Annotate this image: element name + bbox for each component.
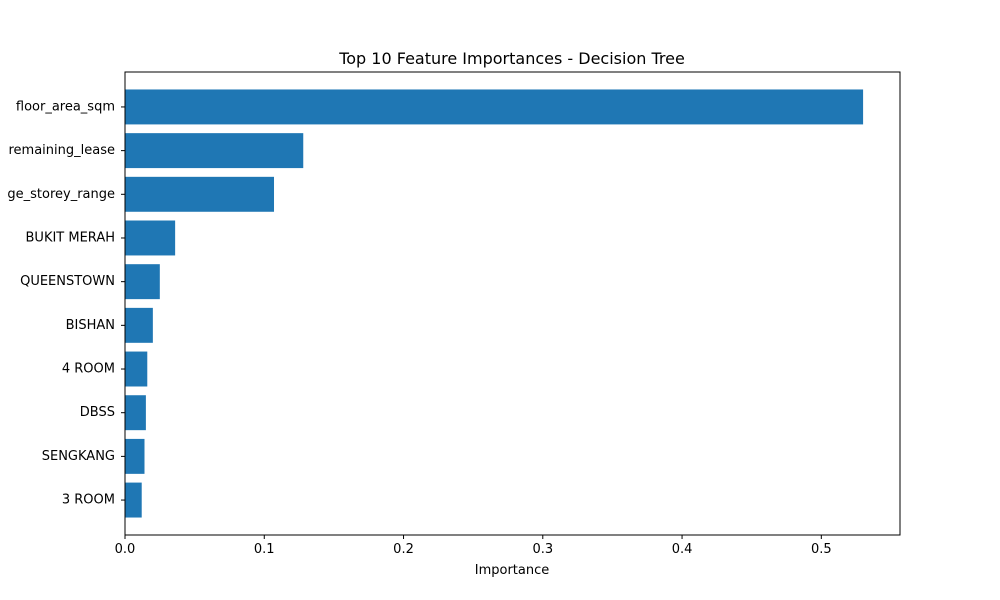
bar-bukit-merah xyxy=(125,220,176,256)
x-tick-label-0-4: 0.4 xyxy=(672,542,693,557)
y-tick-label-3-room: 3 ROOM xyxy=(62,493,115,508)
y-tick-label-ge-storey-range: ge_storey_range xyxy=(7,187,115,202)
y-tick-label-sengkang: SENGKANG xyxy=(42,449,115,464)
x-tick-label-0-2: 0.2 xyxy=(393,542,414,557)
bar-ge-storey-range xyxy=(125,176,275,212)
bar-queenstown xyxy=(125,264,160,300)
y-tick-label-floor-area-sqm: floor_area_sqm xyxy=(16,99,115,114)
x-tick-label-0-3: 0.3 xyxy=(532,542,553,557)
y-tick-label-queenstown: QUEENSTOWN xyxy=(20,274,115,289)
plot-frame xyxy=(124,71,901,536)
bar-dbss xyxy=(125,395,146,431)
y-tick-label-bishan: BISHAN xyxy=(66,318,115,333)
bar-floor-area-sqm xyxy=(125,89,864,125)
bar-4-room xyxy=(125,351,148,387)
bar-bishan xyxy=(125,307,153,343)
y-tick-label-dbss: DBSS xyxy=(80,405,115,420)
x-tick-label-0-5: 0.5 xyxy=(811,542,832,557)
y-tick-label-remaining-lease: remaining_lease xyxy=(9,143,116,158)
y-tick-label-4-room: 4 ROOM xyxy=(62,362,115,377)
y-tick-label-bukit-merah: BUKIT MERAH xyxy=(26,230,115,245)
chart-title: Top 10 Feature Importances - Decision Tr… xyxy=(338,49,685,68)
bar-sengkang xyxy=(125,438,145,474)
y-axis-ticks: floor_area_sqm remaining_lease ge_storey_r… xyxy=(7,99,125,508)
x-tick-label-0-0: 0.0 xyxy=(115,542,136,557)
bar-remaining-lease xyxy=(125,133,304,169)
x-tick-label-0-1: 0.1 xyxy=(254,542,275,557)
x-axis-ticks: 0.0 0.1 0.2 0.3 0.4 0.5 xyxy=(115,535,832,557)
bars xyxy=(125,89,864,518)
x-axis-label: Importance xyxy=(475,563,550,578)
bar-3-room xyxy=(125,482,142,518)
